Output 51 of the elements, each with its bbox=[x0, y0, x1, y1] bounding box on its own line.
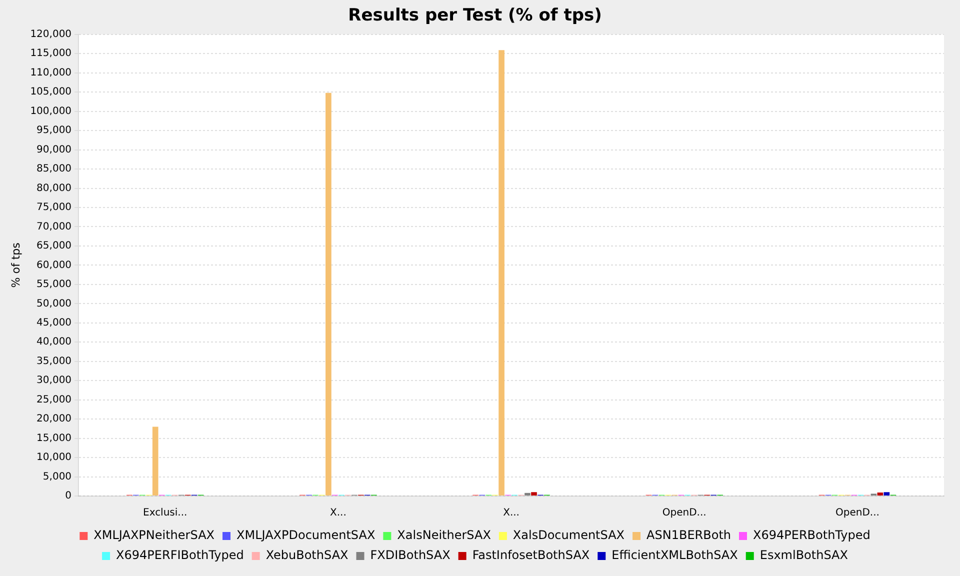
y-tick-label: 30,000 bbox=[36, 375, 72, 386]
y-tick-label: 35,000 bbox=[36, 356, 72, 367]
y-tick-label: 75,000 bbox=[36, 202, 72, 214]
y-tick-label: 110,000 bbox=[30, 67, 72, 78]
y-tick-label: 85,000 bbox=[36, 164, 72, 175]
y-axis-title: % of tps bbox=[9, 242, 22, 288]
legend-label: EsxmlBothSAX bbox=[760, 548, 848, 562]
bar bbox=[884, 492, 890, 496]
y-tick-label: 25,000 bbox=[36, 394, 72, 406]
legend-label: XMLJAXPNeitherSAX bbox=[94, 528, 214, 542]
y-tick-label: 40,000 bbox=[36, 336, 72, 348]
legend-label: X694PERBothTyped bbox=[753, 528, 870, 542]
y-tick-label: 65,000 bbox=[36, 240, 72, 252]
y-tick-label: 50,000 bbox=[36, 298, 72, 310]
bar bbox=[524, 492, 530, 496]
bar bbox=[877, 492, 884, 496]
legend-label: FXDIBothSAX bbox=[370, 548, 450, 562]
y-tick-label: 45,000 bbox=[36, 317, 72, 328]
y-tick-label: 55,000 bbox=[36, 279, 72, 290]
legend-label: XalsNeitherSAX bbox=[397, 528, 491, 542]
legend-label: EfficientXMLBothSAX bbox=[612, 548, 738, 562]
y-tick-label: 120,000 bbox=[30, 28, 72, 40]
y-tick-label: 60,000 bbox=[36, 260, 72, 271]
y-tick-label: 5,000 bbox=[42, 471, 72, 482]
legend-label: ASN1BERBoth bbox=[646, 528, 732, 542]
bar bbox=[326, 92, 332, 496]
x-tick-label: X... bbox=[330, 508, 346, 519]
y-tick-label: 70,000 bbox=[36, 221, 72, 232]
y-tick-label: 0 bbox=[65, 490, 72, 502]
y-tick-label: 80,000 bbox=[36, 182, 72, 194]
y-tick-label: 100,000 bbox=[30, 106, 72, 117]
y-tick-label: 95,000 bbox=[36, 125, 72, 136]
y-tick-label: 15,000 bbox=[36, 432, 72, 444]
y-tick-label: 90,000 bbox=[36, 144, 72, 156]
x-tick-label: OpenD... bbox=[662, 508, 706, 519]
chart-title: Results per Test (% of tps) bbox=[348, 6, 602, 26]
bar bbox=[531, 492, 537, 496]
bar bbox=[152, 426, 158, 496]
y-tick-label: 10,000 bbox=[36, 452, 72, 464]
x-tick-label: X... bbox=[503, 508, 520, 519]
x-tick-label: Exclusi... bbox=[142, 508, 188, 519]
legend-label: XalsDocumentSAX bbox=[512, 528, 625, 542]
legend-label: FastInfosetBothSAX bbox=[472, 548, 590, 562]
y-tick-label: 115,000 bbox=[30, 48, 72, 60]
legend-label: XMLJAXPDocumentSAX bbox=[236, 528, 376, 542]
y-tick-label: 105,000 bbox=[30, 86, 72, 98]
bar bbox=[498, 50, 504, 496]
legend-label: XebuBothSAX bbox=[266, 548, 348, 562]
legend-label: X694PERFIBothTyped bbox=[116, 548, 244, 562]
y-tick-label: 20,000 bbox=[36, 414, 72, 425]
x-tick-label: OpenD... bbox=[835, 508, 880, 519]
